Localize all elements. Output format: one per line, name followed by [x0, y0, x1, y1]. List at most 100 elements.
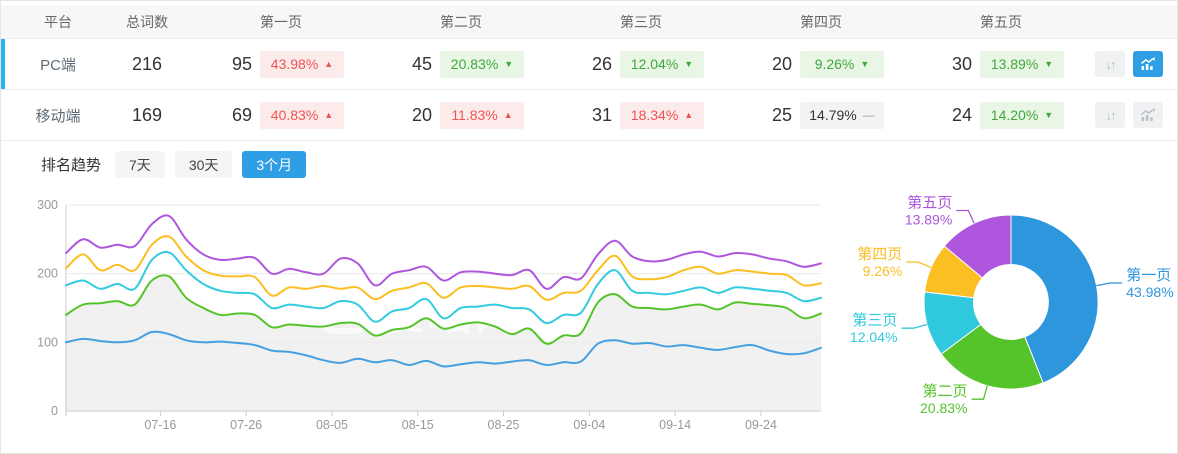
- trend-badge: 9.26% ▼: [800, 50, 884, 78]
- page-stat-cell: 45 20.83% ▼: [371, 50, 551, 78]
- total-words-value: 169: [131, 104, 163, 125]
- series-第三页: [65, 250, 822, 325]
- charts-area: 0 100 200 300 07-16 07-26 08-05 08-15 08-25 09-04…: [1, 189, 1177, 453]
- trend-chart-button[interactable]: [1133, 102, 1163, 128]
- watermark: 爱站网: [320, 286, 522, 339]
- keyword-count: 25: [771, 104, 792, 125]
- trend-percent: 18.34%: [630, 107, 679, 123]
- page-stat-cell: 25 14.79% —: [731, 101, 911, 129]
- trend-percent: 11.83%: [451, 107, 498, 123]
- svg-text:爱站网: 爱站网: [381, 290, 522, 339]
- page-stat-cell: 30 13.89% ▼: [911, 50, 1091, 78]
- trend-line-chart: 0 100 200 300 07-16 07-26 08-05 08-15 08-25 09-04…: [37, 198, 822, 432]
- trend-up-icon: ▲: [324, 58, 334, 69]
- keyword-count: 69: [231, 104, 252, 125]
- page-stat-cell: 95 43.98% ▲: [191, 50, 371, 78]
- page-stat-cell: 20 11.83% ▲: [371, 101, 551, 129]
- trend-flat-icon: —: [862, 108, 875, 122]
- keyword-count: 30: [951, 53, 972, 74]
- trend-badge: 20.83% ▼: [440, 50, 524, 78]
- page-stat-cell: 24 14.20% ▼: [911, 101, 1091, 129]
- total-words-value: 216: [131, 53, 163, 74]
- trend-badge: 13.89% ▼: [980, 50, 1064, 78]
- donut-percent: 12.04%: [850, 329, 897, 345]
- tab-30天[interactable]: 30天: [174, 151, 233, 178]
- slice-第一页[interactable]: [1010, 214, 1099, 384]
- tab-7天[interactable]: 7天: [115, 151, 165, 178]
- trend-badge: 43.98% ▲: [260, 50, 344, 78]
- trend-badge: 40.83% ▲: [260, 101, 344, 129]
- svg-text:0: 0: [51, 404, 58, 418]
- series-第五页: [65, 214, 822, 290]
- trend-chart-button[interactable]: [1133, 51, 1163, 77]
- keyword-count: 24: [951, 104, 972, 125]
- keyword-count: 26: [591, 53, 612, 74]
- page-stat-cell: 31 18.34% ▲: [551, 101, 731, 129]
- sort-updown-button[interactable]: ↓↑: [1095, 102, 1125, 128]
- series-第二页: [65, 274, 822, 345]
- donut-label: 第一页: [1126, 266, 1171, 284]
- trend-percent: 12.04%: [630, 56, 679, 72]
- table-body: PC端 216 95 43.98% ▲ 45 20.83% ▼ 26 12.04% ▼ 20 9.26%…: [1, 39, 1177, 141]
- trend-down-icon: ▼: [684, 58, 694, 69]
- tab-3个月[interactable]: 3个月: [242, 151, 307, 178]
- page-distribution-donut: 第一页 43.98% 第二页 20.83% 第三页 12.04% 第四页 9.26% 第五页 13…: [841, 176, 1177, 446]
- trend-badge: 14.20% ▼: [980, 101, 1064, 129]
- col-header-page5: 第五页: [980, 13, 1022, 30]
- keyword-count: 20: [771, 53, 792, 74]
- col-header-total-words: 总词数: [126, 13, 168, 30]
- sort-updown-button[interactable]: ↓↑: [1095, 51, 1125, 77]
- svg-text:08-05: 08-05: [316, 418, 348, 432]
- page-stat-cell: 69 40.83% ▲: [191, 101, 371, 129]
- trend-badge: 14.79% —: [800, 101, 884, 129]
- slice-第二页[interactable]: [940, 323, 1044, 390]
- col-header-page3: 第三页: [620, 13, 662, 30]
- svg-text:08-25: 08-25: [488, 418, 520, 432]
- page-stat-cell: 26 12.04% ▼: [551, 50, 731, 78]
- slice-第五页[interactable]: [943, 214, 1012, 279]
- trend-down-icon: ▼: [860, 58, 870, 69]
- donut-percent: 9.26%: [863, 263, 903, 279]
- table-header: 平台 总词数 第一页 第二页 第三页 第四页 第五页: [1, 5, 1177, 39]
- trend-up-icon: ▲: [324, 109, 334, 120]
- platform-name: PC端: [40, 56, 76, 74]
- table-row[interactable]: 移动端 169 69 40.83% ▲ 20 11.83% ▲ 31 18.34% ▲ 25 14.79…: [1, 90, 1177, 141]
- trend-down-icon: ▼: [1044, 109, 1054, 120]
- trend-percent: 20.83%: [450, 56, 499, 72]
- donut-percent: 20.83%: [920, 400, 967, 416]
- svg-text:100: 100: [37, 335, 58, 349]
- keyword-count: 45: [411, 53, 432, 74]
- donut-label: 第四页: [857, 245, 902, 263]
- trend-up-icon: ▲: [684, 109, 694, 120]
- trend-percent: 13.89%: [990, 56, 1039, 72]
- col-header-page1: 第一页: [260, 13, 302, 30]
- page-stat-cell: 20 9.26% ▼: [731, 50, 911, 78]
- platform-name: 移动端: [35, 107, 81, 125]
- table-row[interactable]: PC端 216 95 43.98% ▲ 45 20.83% ▼ 26 12.04% ▼ 20 9.26%…: [1, 39, 1177, 90]
- trend-percent: 43.98%: [270, 56, 319, 72]
- keyword-count: 95: [231, 53, 252, 74]
- trend-badge: 18.34% ▲: [620, 101, 704, 129]
- trend-range-tabs: 7天 30天 3个月: [115, 151, 307, 178]
- svg-text:07-26: 07-26: [230, 418, 262, 432]
- svg-text:09-04: 09-04: [573, 418, 605, 432]
- svg-text:09-24: 09-24: [745, 418, 777, 432]
- keyword-count: 20: [411, 104, 432, 125]
- svg-text:200: 200: [37, 267, 58, 281]
- trend-badge: 12.04% ▼: [620, 50, 704, 78]
- donut-label: 第三页: [852, 311, 897, 329]
- row-actions: ↓↑: [1091, 102, 1177, 128]
- col-header-page4: 第四页: [800, 13, 842, 30]
- svg-text:08-15: 08-15: [402, 418, 434, 432]
- trend-down-icon: ▼: [1044, 58, 1054, 69]
- row-actions: ↓↑: [1091, 51, 1177, 77]
- donut-label: 第五页: [907, 194, 952, 212]
- col-header-page2: 第二页: [440, 13, 482, 30]
- keyword-count: 31: [591, 104, 612, 125]
- col-header-platform: 平台: [44, 13, 72, 30]
- trend-section-title: 排名趋势: [41, 157, 102, 174]
- trend-up-icon: ▲: [503, 109, 513, 120]
- svg-text:300: 300: [37, 198, 58, 212]
- series-第四页: [65, 235, 822, 301]
- donut-percent: 43.98%: [1126, 284, 1173, 300]
